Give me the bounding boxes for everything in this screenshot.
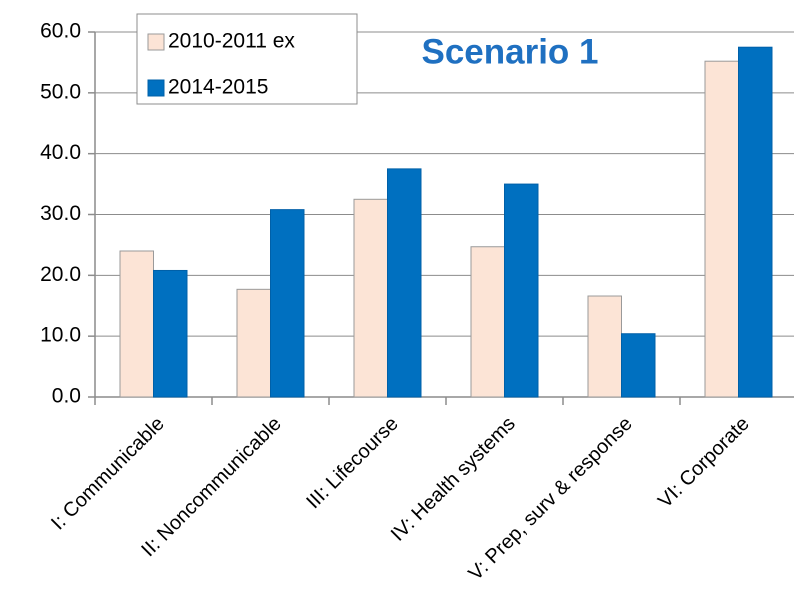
bar [621, 333, 656, 398]
legend-box [136, 13, 358, 105]
bar [236, 288, 271, 398]
bar [504, 183, 539, 398]
y-tick-label: 10.0 [40, 324, 81, 347]
y-tick-label: 20.0 [40, 263, 81, 286]
y-tick-label: 50.0 [40, 80, 81, 103]
bar [704, 60, 739, 398]
legend-swatch [147, 33, 165, 51]
legend: 2010-2011 ex 2014-2015 [136, 13, 358, 105]
bar [353, 198, 388, 398]
legend-label: 2014-2015 [168, 76, 268, 99]
y-tick-label: 30.0 [40, 202, 81, 225]
x-tick-label: III: Lifecourse [302, 413, 402, 513]
legend-label: 2010-2011 ex [168, 30, 295, 53]
bar [270, 209, 305, 398]
chart-title: Scenario 1 [421, 32, 598, 71]
bar [470, 246, 505, 398]
x-tick-label: VI: Corporate [654, 413, 754, 513]
y-tick-label: 60.0 [40, 20, 81, 43]
x-tick-label: I: Communicable [47, 413, 169, 535]
bar [153, 269, 188, 398]
y-tick-label: 0.0 [52, 385, 81, 408]
bar [119, 250, 154, 398]
bar [587, 295, 622, 398]
y-tick-label: 40.0 [40, 141, 81, 164]
legend-swatch [147, 79, 165, 97]
bar [387, 168, 422, 398]
bar [738, 46, 773, 398]
x-tick-label: IV: Health systems [387, 413, 520, 546]
